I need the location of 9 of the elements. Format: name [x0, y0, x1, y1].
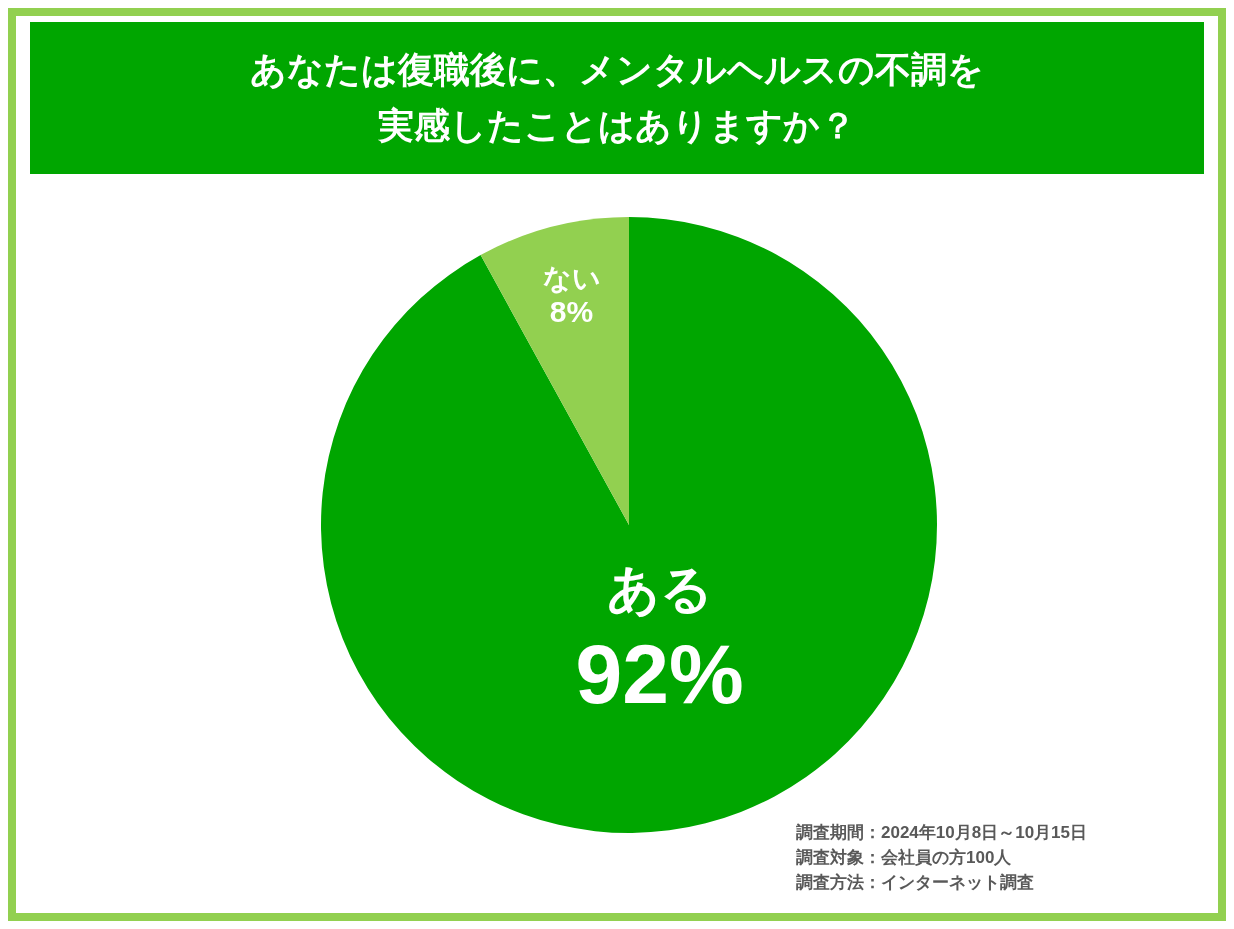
slice-label: ある — [606, 559, 713, 618]
text: 調査対象：会社員の方100人 — [796, 847, 1013, 869]
pie-slice — [480, 217, 629, 525]
data-label: 92% — [575, 627, 744, 722]
chart-title: あなたは復職後に、メンタルヘルスの不調を実感したことはありますか？ — [249, 48, 985, 148]
text: 調査方法：インターネット調査 — [796, 872, 1035, 894]
slice-label: ない — [542, 262, 601, 294]
text: 調査期間：2024年10月8日～10月15日 — [796, 822, 1088, 844]
data-label: 8% — [549, 295, 594, 329]
